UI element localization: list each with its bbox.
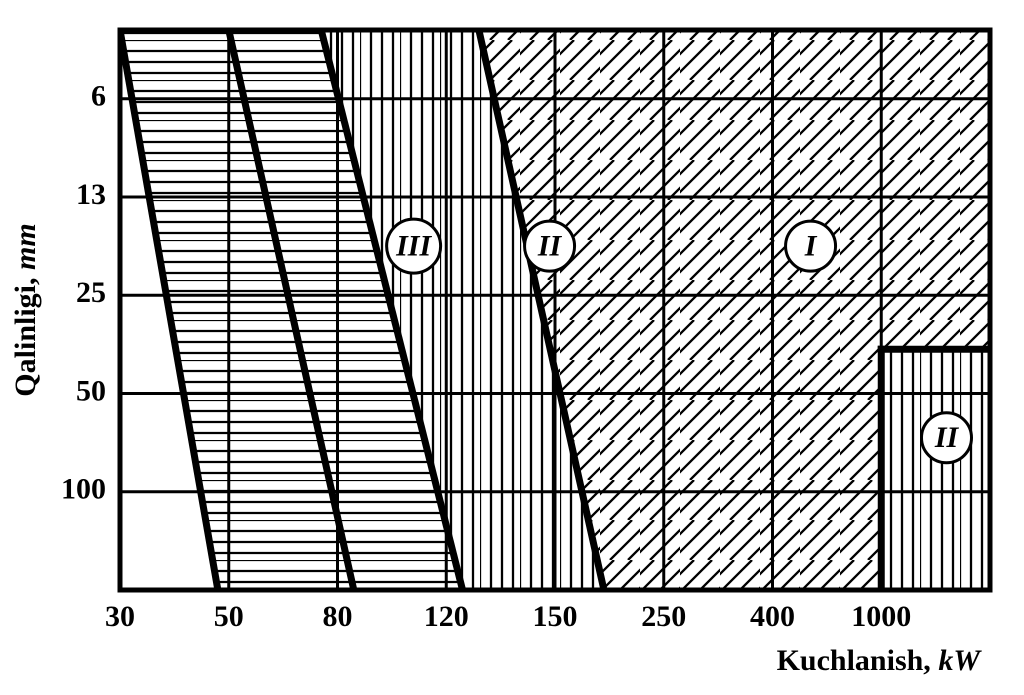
x-axis-label: Kuchlanish, kW bbox=[777, 644, 983, 677]
y-tick-25: 25 bbox=[76, 276, 106, 309]
region-II_corner bbox=[881, 349, 990, 590]
x-tick-1000: 1000 bbox=[851, 600, 911, 633]
y-tick-6: 6 bbox=[91, 80, 106, 113]
x-tick-30: 30 bbox=[105, 600, 135, 633]
y-axis-label: Qalinligi, mm bbox=[9, 223, 42, 396]
y-tick-13: 13 bbox=[76, 178, 106, 211]
y-tick-50: 50 bbox=[76, 374, 106, 407]
y-tick-100: 100 bbox=[61, 473, 106, 506]
x-tick-50: 50 bbox=[214, 600, 244, 633]
x-tick-150: 150 bbox=[533, 600, 578, 633]
x-tick-120: 120 bbox=[424, 600, 469, 633]
region-badge-label-II: II bbox=[934, 421, 960, 454]
x-tick-400: 400 bbox=[750, 600, 795, 633]
x-tick-80: 80 bbox=[323, 600, 353, 633]
region-badge-label-I: I bbox=[804, 230, 818, 263]
region-badge-label-III: III bbox=[395, 230, 432, 263]
qalinligi-kuchlanish-chart: IIIIIIII30508012015025040010006132550100… bbox=[0, 0, 1024, 695]
region-badge-label-II: II bbox=[537, 230, 563, 263]
x-tick-250: 250 bbox=[641, 600, 686, 633]
